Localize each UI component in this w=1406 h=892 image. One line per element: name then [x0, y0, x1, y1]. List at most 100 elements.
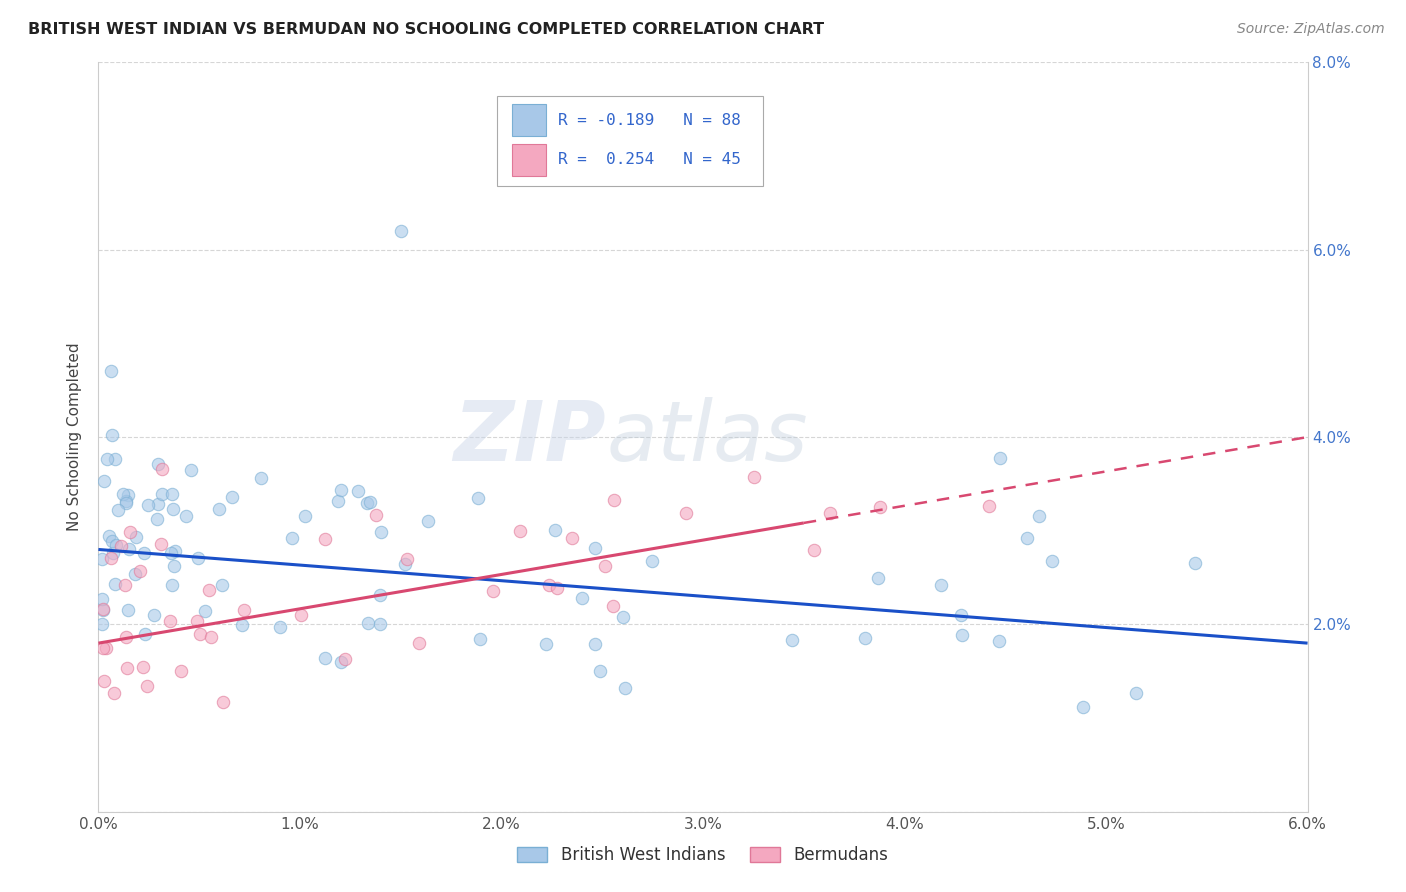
Point: [394, 557, 416, 571]
Point: [120, 524, 142, 539]
Point: [115, 630, 138, 644]
Point: [396, 552, 419, 566]
Point: [330, 483, 353, 498]
Point: [853, 631, 876, 645]
Point: [571, 591, 593, 605]
Point: [208, 501, 231, 516]
Point: [91, 592, 114, 607]
Point: [614, 681, 637, 695]
Point: [160, 578, 183, 592]
Point: [150, 536, 173, 550]
Bar: [512, 145, 546, 176]
Point: [389, 224, 412, 238]
Point: [136, 499, 159, 513]
Point: [269, 620, 291, 634]
Point: [160, 487, 183, 501]
Point: [231, 617, 253, 632]
Point: [818, 507, 841, 521]
Point: [200, 630, 222, 644]
Point: [100, 550, 122, 565]
Point: [97, 528, 120, 542]
Point: [534, 637, 557, 651]
Point: [1184, 556, 1206, 570]
Point: [1028, 509, 1050, 524]
Point: [868, 571, 890, 585]
Point: [104, 451, 127, 466]
Point: [117, 488, 139, 502]
Point: [1040, 554, 1063, 568]
Point: [131, 659, 153, 673]
Point: [128, 564, 150, 578]
Text: Source: ZipAtlas.com: Source: ZipAtlas.com: [1237, 22, 1385, 37]
Point: [163, 559, 186, 574]
Point: [368, 616, 391, 631]
Point: [103, 546, 125, 560]
Point: [136, 679, 159, 693]
Point: [115, 661, 138, 675]
Point: [538, 578, 561, 592]
Point: [91, 551, 114, 566]
Point: [408, 636, 430, 650]
Point: [929, 578, 952, 592]
Point: [174, 509, 197, 524]
Point: [211, 578, 233, 592]
Point: [281, 531, 304, 545]
Point: [96, 451, 118, 466]
Legend: British West Indians, Bermudans: British West Indians, Bermudans: [510, 839, 896, 871]
Point: [988, 633, 1011, 648]
Point: [93, 474, 115, 488]
Point: [364, 508, 387, 523]
Text: R = -0.189   N = 88: R = -0.189 N = 88: [558, 112, 741, 128]
Point: [212, 695, 235, 709]
Point: [107, 502, 129, 516]
Point: [145, 512, 167, 526]
Point: [193, 604, 215, 618]
Point: [114, 578, 136, 592]
Point: [117, 541, 139, 556]
Text: BRITISH WEST INDIAN VS BERMUDAN NO SCHOOLING COMPLETED CORRELATION CHART: BRITISH WEST INDIAN VS BERMUDAN NO SCHOO…: [28, 22, 824, 37]
Point: [583, 541, 606, 556]
Point: [198, 583, 221, 598]
Point: [150, 462, 173, 476]
Point: [91, 640, 114, 655]
Point: [294, 509, 316, 524]
Point: [1125, 686, 1147, 700]
Point: [1017, 531, 1039, 545]
Point: [356, 615, 378, 630]
Text: ZIP: ZIP: [454, 397, 606, 477]
Point: [91, 601, 114, 615]
Point: [103, 686, 125, 700]
Point: [583, 637, 606, 651]
Point: [187, 551, 209, 566]
Point: [110, 539, 132, 553]
Point: [233, 603, 256, 617]
Point: [359, 495, 381, 509]
Point: [612, 609, 634, 624]
Point: [150, 487, 173, 501]
Point: [159, 614, 181, 628]
Point: [546, 581, 568, 595]
Point: [467, 491, 489, 505]
Point: [314, 651, 336, 665]
Point: [470, 632, 492, 647]
Point: [134, 626, 156, 640]
Point: [509, 524, 531, 538]
Point: [356, 495, 378, 509]
Bar: [512, 104, 546, 136]
Point: [977, 499, 1000, 513]
Point: [180, 463, 202, 477]
Point: [148, 457, 170, 471]
Point: [675, 506, 697, 520]
Point: [163, 544, 186, 558]
Point: [481, 583, 503, 598]
Point: [111, 487, 134, 501]
Point: [188, 627, 211, 641]
Point: [249, 471, 271, 485]
Point: [416, 515, 439, 529]
Point: [314, 532, 336, 546]
Point: [330, 655, 353, 669]
Point: [561, 532, 583, 546]
Point: [290, 608, 312, 623]
Point: [115, 494, 138, 508]
Point: [333, 652, 356, 666]
